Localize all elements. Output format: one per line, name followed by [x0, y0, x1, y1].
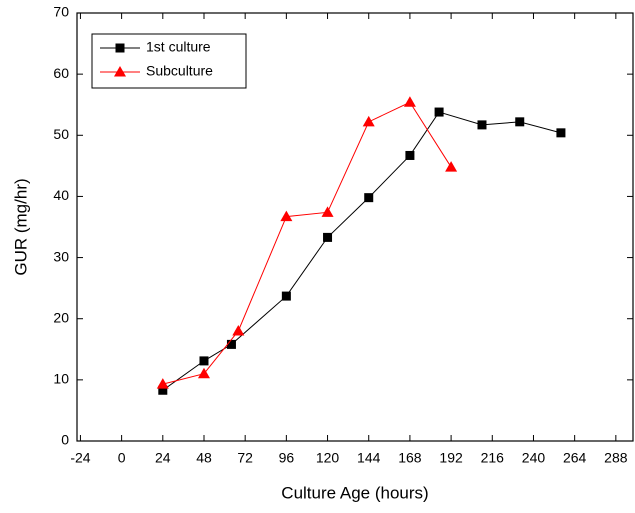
x-tick-label: 48 — [196, 450, 212, 466]
y-tick-label: 20 — [53, 309, 69, 325]
marker — [226, 339, 236, 349]
x-tick-label: 0 — [118, 450, 126, 466]
y-tick-label: 0 — [61, 432, 69, 448]
y-tick-label: 60 — [53, 65, 69, 81]
legend-label: 1st culture — [146, 39, 211, 55]
x-tick-label: -24 — [70, 450, 90, 466]
marker — [199, 356, 209, 366]
marker — [515, 117, 525, 127]
marker — [445, 161, 458, 172]
y-tick-label: 40 — [53, 187, 69, 203]
marker — [321, 206, 334, 217]
x-tick-label: 288 — [604, 450, 628, 466]
x-tick-label: 264 — [563, 450, 587, 466]
y-axis-title: GUR (mg/hr) — [11, 178, 30, 275]
marker — [281, 291, 291, 301]
x-tick-label: 192 — [439, 450, 463, 466]
marker — [405, 150, 415, 160]
series-line — [162, 101, 452, 385]
x-tick-label: 168 — [398, 450, 422, 466]
plot-frame — [76, 12, 634, 442]
marker — [364, 193, 374, 203]
marker — [114, 66, 126, 77]
marker — [280, 210, 293, 222]
x-tick-label: 24 — [155, 450, 171, 466]
marker — [197, 367, 210, 379]
marker — [434, 107, 444, 117]
marker — [232, 324, 245, 336]
marker — [403, 96, 416, 107]
x-tick-label: 120 — [316, 450, 340, 466]
marker — [362, 115, 375, 127]
marker — [323, 232, 333, 242]
legend-box — [91, 33, 247, 89]
y-tick-label: 30 — [53, 248, 69, 264]
marker — [158, 385, 168, 395]
marker — [156, 378, 169, 389]
marker — [477, 120, 487, 130]
x-tick-label: 96 — [279, 450, 295, 466]
x-tick-label: 240 — [522, 450, 546, 466]
x-tick-label: 144 — [357, 450, 381, 466]
series-line — [162, 111, 562, 391]
x-tick-label: 216 — [481, 450, 505, 466]
y-tick-label: 50 — [53, 126, 69, 142]
y-tick-label: 10 — [53, 371, 69, 387]
y-tick-label: 70 — [53, 4, 69, 20]
x-tick-label: 72 — [237, 450, 253, 466]
legend-label: Subculture — [146, 63, 213, 79]
x-axis-title: Culture Age (hours) — [281, 483, 428, 502]
marker — [556, 128, 566, 138]
marker — [115, 43, 125, 53]
